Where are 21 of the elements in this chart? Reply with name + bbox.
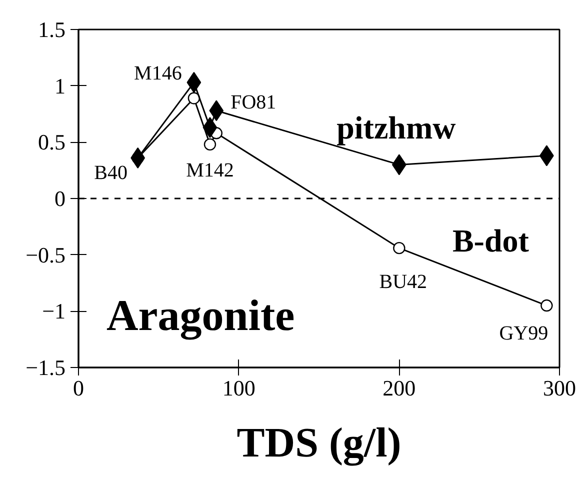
series-label: pitzhmw [336,110,456,146]
annotation: B40 [94,162,128,184]
x-tick-label: 200 [382,376,416,400]
annotation: Aragonite [106,291,295,340]
y-tick-label: −1 [42,298,66,324]
annotation: GY99 [499,322,548,345]
y-tick-label: −1.5 [26,355,66,380]
annotation: FO81 [230,92,276,114]
annotation: BU42 [379,271,428,294]
x-axis-title: TDS (g/l) [236,420,402,466]
y-tick-label: −0.5 [26,242,66,268]
x-tick-label: 100 [222,376,256,400]
y-tick-label: 0 [54,186,66,211]
x-tick-label: 300 [543,376,576,400]
y-tick-label: 1.5 [38,17,66,42]
y-tick-label: 0.5 [38,130,66,155]
annotation: M142 [186,160,234,182]
y-tick-label: 1 [54,73,66,98]
series-label: B-dot [452,222,530,259]
x-tick-label: 0 [73,376,84,400]
annotation: M146 [134,62,182,84]
